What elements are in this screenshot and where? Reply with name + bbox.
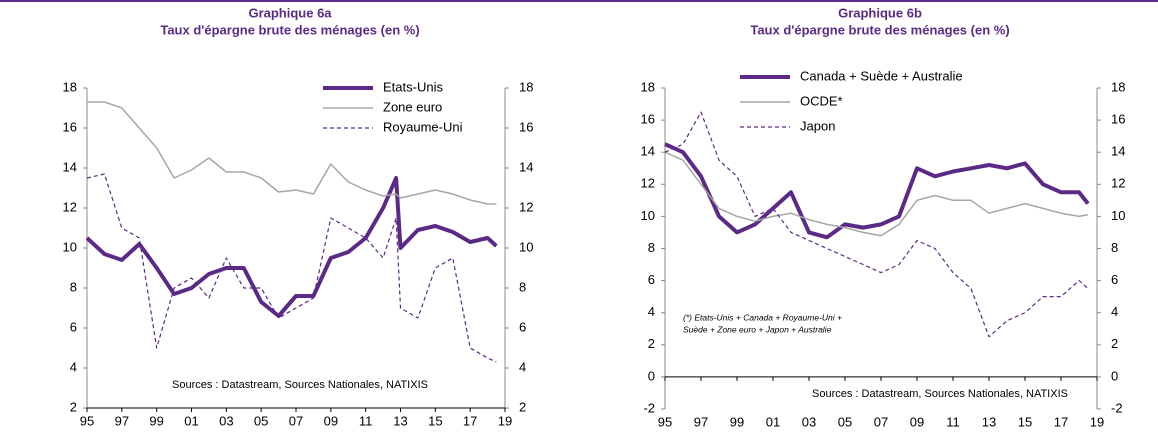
y2-tick-label: 8: [1111, 240, 1118, 255]
y-tick-label: 12: [641, 176, 655, 191]
x-tick-label: 97: [115, 413, 129, 428]
y-tick-label: 8: [648, 240, 655, 255]
y-tick-label: 18: [641, 79, 655, 94]
x-tick-label: 09: [324, 413, 338, 428]
y2-tick-label: -2: [1111, 400, 1123, 415]
y-tick-label: 10: [641, 208, 655, 223]
legend-label: Etats-Unis: [383, 79, 443, 94]
y-tick-label: 6: [648, 272, 655, 287]
series-line: [664, 111, 1089, 338]
x-tick-label: 09: [910, 414, 924, 429]
x-tick-label: 15: [428, 413, 442, 428]
legend-label: Canada + Suède + Australie: [800, 68, 963, 83]
y2-tick-label: 14: [519, 159, 533, 174]
x-tick-label: 01: [184, 413, 198, 428]
y-tick-label: 6: [70, 319, 77, 334]
legend-label: Japon: [800, 118, 835, 133]
y-tick-label: 4: [70, 359, 77, 374]
x-tick-label: 15: [1018, 414, 1032, 429]
y-tick-label: 12: [63, 199, 77, 214]
legend-label: OCDE*: [800, 93, 843, 108]
x-tick-label: 13: [393, 413, 407, 428]
x-tick-label: 03: [802, 414, 816, 429]
y2-tick-label: 0: [1111, 368, 1118, 383]
y2-tick-label: 12: [519, 199, 533, 214]
y2-tick-label: 16: [1111, 112, 1125, 127]
x-tick-label: 99: [149, 413, 163, 428]
footnote: (*) Etats-Unis + Canada + Royaume-Uni +: [683, 312, 842, 322]
y2-tick-label: 10: [1111, 208, 1125, 223]
series-line: [87, 101, 497, 205]
x-tick-label: 01: [766, 414, 780, 429]
x-tick-label: 17: [463, 413, 477, 428]
chart-title: Taux d'épargne brute des ménages (en %): [160, 22, 419, 37]
y-tick-label: 14: [641, 144, 655, 159]
legend-label: Royaume-Uni: [383, 119, 463, 134]
x-tick-label: 95: [80, 413, 94, 428]
y-tick-label: 16: [641, 112, 655, 127]
source-note: Sources : Datastream, Sources Nationales…: [172, 379, 428, 391]
y-tick-label: -2: [643, 400, 655, 415]
y2-tick-label: 16: [519, 119, 533, 134]
y-tick-label: 8: [70, 279, 77, 294]
x-tick-label: 07: [289, 413, 303, 428]
y2-tick-label: 18: [1111, 79, 1125, 94]
series-line: [86, 173, 497, 363]
chart-title: Taux d'épargne brute des ménages (en %): [750, 22, 1009, 37]
x-tick-label: 11: [359, 413, 373, 428]
top-rule: [0, 0, 1158, 2]
x-tick-label: 03: [219, 413, 233, 428]
y2-tick-label: 6: [1111, 272, 1118, 287]
legend-label: Zone euro: [383, 99, 442, 114]
y2-tick-label: 4: [1111, 304, 1118, 319]
y2-tick-label: 4: [519, 359, 526, 374]
y2-tick-label: 10: [519, 239, 533, 254]
y2-tick-label: 18: [519, 79, 533, 94]
y2-tick-label: 2: [1111, 336, 1118, 351]
y-tick-label: 16: [63, 119, 77, 134]
source-note: Sources : Datastream, Sources Nationales…: [812, 388, 1068, 400]
y-tick-label: 10: [63, 239, 77, 254]
y2-tick-label: 8: [519, 279, 526, 294]
y-tick-label: 2: [648, 336, 655, 351]
series-line: [85, 176, 498, 318]
x-tick-label: 11: [946, 414, 960, 429]
y-tick-label: 2: [70, 399, 77, 414]
y-tick-label: 14: [63, 159, 77, 174]
chart-title: Graphique 6b: [838, 5, 922, 20]
y2-tick-label: 6: [519, 319, 526, 334]
series-line: [664, 151, 1089, 237]
x-tick-label: 05: [254, 413, 268, 428]
y2-tick-label: 12: [1111, 176, 1125, 191]
x-tick-label: 13: [982, 414, 996, 429]
x-tick-label: 95: [658, 414, 672, 429]
y2-tick-label: 2: [519, 399, 526, 414]
y-tick-label: 4: [648, 304, 655, 319]
footnote: Suède + Zone euro + Japon + Australie: [683, 324, 832, 334]
x-tick-label: 97: [694, 414, 708, 429]
x-tick-label: 99: [730, 414, 744, 429]
x-tick-label: 19: [498, 413, 512, 428]
chart-title: Graphique 6a: [248, 5, 332, 20]
y-tick-label: 0: [648, 368, 655, 383]
x-tick-label: 19: [1090, 414, 1104, 429]
x-tick-label: 05: [838, 414, 852, 429]
y2-tick-label: 14: [1111, 144, 1125, 159]
y-tick-label: 18: [63, 79, 77, 94]
x-tick-label: 17: [1054, 414, 1068, 429]
series-line: [664, 142, 1090, 240]
x-tick-label: 07: [874, 414, 888, 429]
